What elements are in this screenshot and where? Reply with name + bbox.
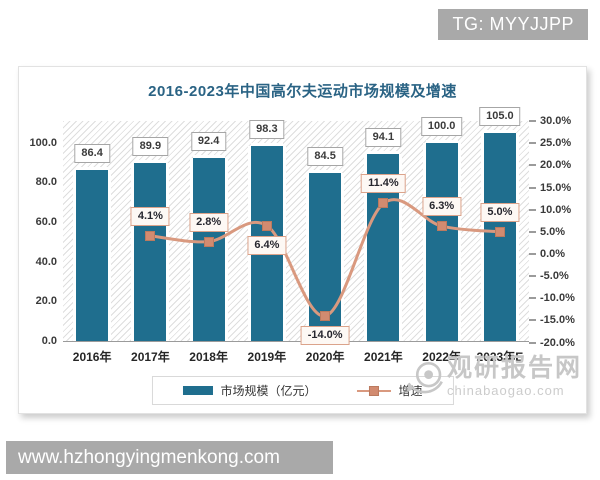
right-axis-tick-mark <box>529 253 536 255</box>
x-axis-label-2017年: 2017年 <box>131 350 170 364</box>
line-marker-2018年 <box>203 236 214 247</box>
growth-value-label: -14.0% <box>300 326 350 346</box>
x-axis-label-2021年: 2021年 <box>364 350 403 364</box>
bar-2023年E <box>483 132 516 341</box>
chart-title: 2016-2023年中国高尔夫运动市场规模及增速 <box>148 83 457 100</box>
right-axis-tick-mark <box>529 164 536 167</box>
right-axis-tick-mark <box>529 120 536 123</box>
x-axis-label-2023年E: 2023年E <box>476 350 524 364</box>
right-axis-tick-mark <box>529 319 536 322</box>
right-axis-tick-label: 25.0% <box>540 137 572 150</box>
growth-value-label: 11.4% <box>361 174 406 194</box>
right-axis-tick-mark <box>529 297 536 300</box>
bar-value-label: 92.4 <box>190 131 227 151</box>
right-axis-tick-mark <box>529 230 536 233</box>
right-axis-tick-label: -5.0% <box>540 270 569 283</box>
legend-item-market-size: 市场规模（亿元） <box>182 382 317 399</box>
left-axis-tick-label: 20.0 <box>35 295 57 308</box>
bar-value-label: 84.5 <box>307 147 343 167</box>
left-axis-tick-label: 100.0 <box>29 136 57 149</box>
footer-url-bar: www.hzhongyingmenkong.com <box>6 441 333 474</box>
line-marker-swatch <box>368 385 379 396</box>
x-axis-label-2020年: 2020年 <box>305 350 345 364</box>
bar-value-label: 105.0 <box>479 106 521 126</box>
telegram-badge: TG: MYYJJPP <box>438 9 588 40</box>
footer-url: www.hzhongyingmenkong.com <box>18 446 280 468</box>
line-marker-2023年E <box>494 226 505 237</box>
right-axis-tick-mark <box>529 208 536 211</box>
bar-2017年 <box>134 162 167 341</box>
x-axis-label-2019年: 2019年 <box>247 350 287 364</box>
bar-value-label: 98.3 <box>249 120 285 140</box>
line-marker-2022年 <box>436 221 447 232</box>
line-marker-2019年 <box>261 220 272 231</box>
bar-value-label: 94.1 <box>365 128 402 148</box>
left-axis-tick-label: 0.0 <box>41 335 57 347</box>
legend: 市场规模（亿元） 增速 <box>151 376 454 405</box>
x-axis-label-2018年: 2018年 <box>189 350 228 364</box>
bar-2022年 <box>425 142 458 341</box>
left-axis-tick-label: 80.0 <box>35 176 57 189</box>
bar-value-label: 89.9 <box>132 136 169 156</box>
right-axis-tick-label: 20.0% <box>540 159 572 172</box>
bar-value-label: 100.0 <box>420 116 463 136</box>
right-axis-tick-mark <box>529 275 536 278</box>
left-axis-tick-label: 40.0 <box>35 255 57 268</box>
line-series-swatch <box>356 385 391 396</box>
growth-value-label: 4.1% <box>130 206 170 226</box>
bar-2018年 <box>192 157 225 341</box>
left-axis-tick-label: 60.0 <box>35 216 57 229</box>
right-axis-tick-label: 30.0% <box>540 115 572 128</box>
legend-item-growth: 增速 <box>356 382 423 399</box>
growth-value-label: 6.4% <box>247 235 287 255</box>
right-axis-tick-label: -15.0% <box>540 314 575 327</box>
right-axis-tick-label: 15.0% <box>540 181 572 194</box>
bar-2016年 <box>76 169 109 341</box>
line-marker-2017年 <box>145 230 156 241</box>
chart-card: 2016-2023年中国高尔夫运动市场规模及增速 0.0 20.0 40.0 60.0… <box>18 66 587 414</box>
bar-series-swatch <box>182 386 213 395</box>
right-axis-tick-mark <box>529 142 536 145</box>
right-axis-tick-label: 5.0% <box>540 225 566 238</box>
right-axis-tick-label: -10.0% <box>540 292 575 305</box>
right-axis-tick-mark <box>529 341 536 344</box>
watermark-domain: chinabaogao.com <box>447 383 565 398</box>
plot-area: 86.4 89.9 92.4 98.3 84.5 94.1 100.0 105.0 4.1% 2.… <box>63 106 529 346</box>
line-marker-2021年 <box>378 198 389 209</box>
line-marker-2020年 <box>320 311 331 322</box>
growth-value-label: 5.0% <box>480 202 520 222</box>
right-axis-tick-label: 0.0% <box>540 248 566 260</box>
x-axis-label-2022年: 2022年 <box>422 350 461 364</box>
legend-label-growth: 增速 <box>398 384 423 398</box>
bar-value-label: 86.4 <box>74 143 110 163</box>
right-axis-tick-mark <box>529 186 536 189</box>
right-axis-tick-label: 10.0% <box>540 203 572 216</box>
x-axis-label-2016年: 2016年 <box>72 350 112 364</box>
growth-value-label: 6.3% <box>422 197 462 217</box>
growth-value-label: 2.8% <box>189 212 229 232</box>
right-axis-tick-label: -20.0% <box>540 336 575 349</box>
legend-label-market-size: 市场规模（亿元） <box>220 384 317 398</box>
